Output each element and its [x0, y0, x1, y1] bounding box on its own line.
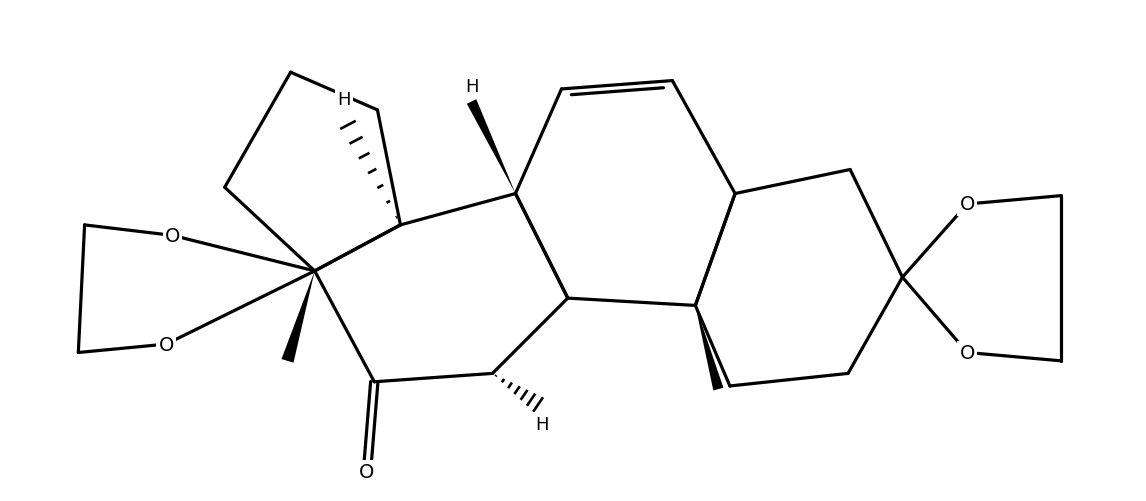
Text: H: H	[535, 415, 549, 433]
Text: O: O	[959, 343, 975, 362]
Polygon shape	[282, 272, 315, 363]
Polygon shape	[466, 100, 516, 194]
Text: O: O	[360, 462, 375, 481]
Text: H: H	[465, 78, 478, 96]
Text: O: O	[158, 335, 174, 354]
Polygon shape	[696, 306, 723, 391]
Text: H: H	[337, 91, 351, 109]
Text: O: O	[165, 226, 180, 245]
Text: O: O	[959, 195, 975, 214]
